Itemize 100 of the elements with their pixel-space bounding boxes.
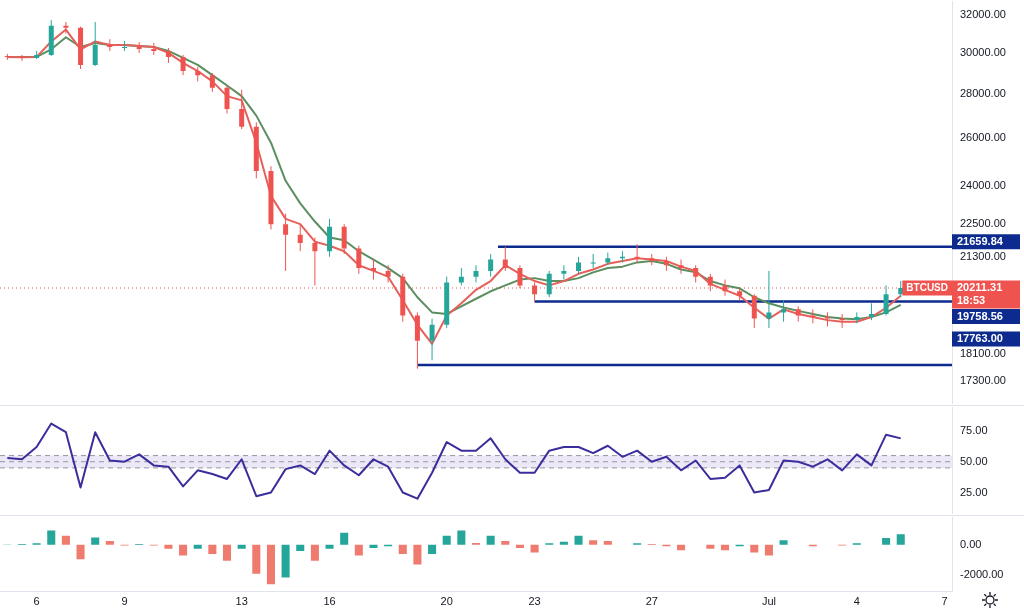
y-tick-label: 0.00	[960, 537, 982, 550]
bar	[208, 544, 217, 554]
bar	[193, 544, 202, 549]
y-tick-label: 50.00	[960, 454, 988, 467]
bar	[325, 544, 334, 549]
candlestick	[751, 293, 757, 329]
bar	[559, 541, 568, 545]
y-tick-label: 25.00	[960, 485, 988, 498]
y-tick-label: 17300.00	[960, 373, 1006, 386]
candlestick	[312, 237, 318, 286]
x-tick-label: 9	[121, 595, 128, 608]
y-tick-label: 75.00	[960, 424, 988, 437]
y-tick-label: 18100.00	[960, 346, 1006, 359]
candlestick	[385, 264, 391, 283]
bar	[105, 541, 114, 545]
bar	[530, 544, 539, 553]
bar	[266, 544, 275, 585]
y-tick-label: 28000.00	[960, 87, 1006, 99]
y-tick-label: 24000.00	[960, 178, 1006, 191]
candlestick	[341, 223, 347, 255]
bar	[91, 537, 100, 545]
bar	[413, 544, 422, 565]
bar	[486, 535, 495, 545]
candlestick	[488, 253, 494, 278]
bar	[354, 544, 363, 556]
x-tick-label: Jul	[761, 595, 776, 608]
data-label: 17763.00	[957, 331, 1003, 344]
bar	[296, 544, 305, 551]
bar	[76, 544, 85, 560]
x-tick-label: 20	[440, 595, 453, 608]
candlestick	[370, 259, 376, 281]
bar	[764, 544, 773, 556]
ref-line-label: 20211.31	[957, 281, 1003, 294]
bar	[882, 538, 891, 545]
bar	[179, 544, 188, 556]
candlestick	[810, 308, 816, 324]
x-tick-label: 6	[33, 595, 40, 608]
candlestick	[121, 40, 127, 52]
candlestick	[19, 54, 25, 62]
y-tick-label: 21300.00	[960, 249, 1006, 262]
bar	[340, 532, 349, 545]
x-tick-label: 7	[941, 595, 948, 608]
bar	[428, 544, 437, 554]
bar	[677, 544, 686, 551]
text: 18:53	[957, 294, 986, 307]
candlestick	[590, 253, 596, 269]
bar	[501, 541, 510, 545]
y-tick-label: 26000.00	[960, 131, 1006, 144]
bar	[442, 535, 451, 545]
bar	[515, 544, 524, 548]
annotation: BTCUSD	[906, 281, 949, 293]
candlestick	[180, 54, 186, 76]
candlestick	[92, 21, 98, 67]
candlestick	[239, 89, 245, 130]
data-label: 21659.84	[957, 234, 1004, 247]
bar	[281, 544, 290, 578]
y-tick-label: 22500.00	[960, 217, 1006, 230]
candlestick	[781, 299, 787, 323]
bar	[222, 544, 232, 561]
bar	[369, 544, 378, 548]
bar	[603, 541, 612, 545]
candlestick	[136, 41, 142, 54]
bar	[252, 544, 261, 574]
bar	[574, 535, 583, 545]
candlestick	[546, 270, 552, 298]
bar	[896, 534, 905, 545]
y-tick-label: -2000.00	[960, 568, 1004, 581]
candlestick	[429, 318, 435, 361]
bar	[164, 544, 173, 549]
candlestick	[502, 246, 508, 272]
bar	[457, 530, 466, 545]
x-tick-label: 13	[235, 595, 248, 608]
x-tick-label: 27	[645, 595, 658, 608]
candlestick	[678, 259, 684, 275]
candlestick	[883, 284, 889, 316]
bar	[720, 544, 730, 551]
bar	[750, 544, 759, 553]
candlestick	[561, 264, 567, 281]
x-tick-label: 4	[853, 595, 860, 608]
x-tick-label: 23	[528, 595, 541, 608]
y-tick-label: 30000.00	[960, 45, 1006, 58]
candlestick	[297, 223, 303, 252]
bar	[47, 530, 56, 545]
bar	[779, 540, 788, 545]
bar	[589, 540, 598, 545]
candlestick	[532, 281, 538, 302]
candlestick	[63, 21, 69, 34]
x-tick-label: 16	[323, 595, 336, 608]
candlestick	[283, 213, 289, 272]
candlestick	[473, 264, 479, 283]
data-label: 19758.56	[957, 309, 1003, 322]
bar	[310, 544, 319, 561]
y-tick-label: 32000.00	[960, 7, 1006, 20]
bar	[706, 544, 715, 549]
candlestick	[224, 85, 230, 114]
bar	[237, 544, 246, 549]
bar	[61, 535, 70, 545]
bar	[398, 544, 407, 554]
candlestick	[766, 270, 772, 329]
candlestick	[356, 245, 362, 275]
